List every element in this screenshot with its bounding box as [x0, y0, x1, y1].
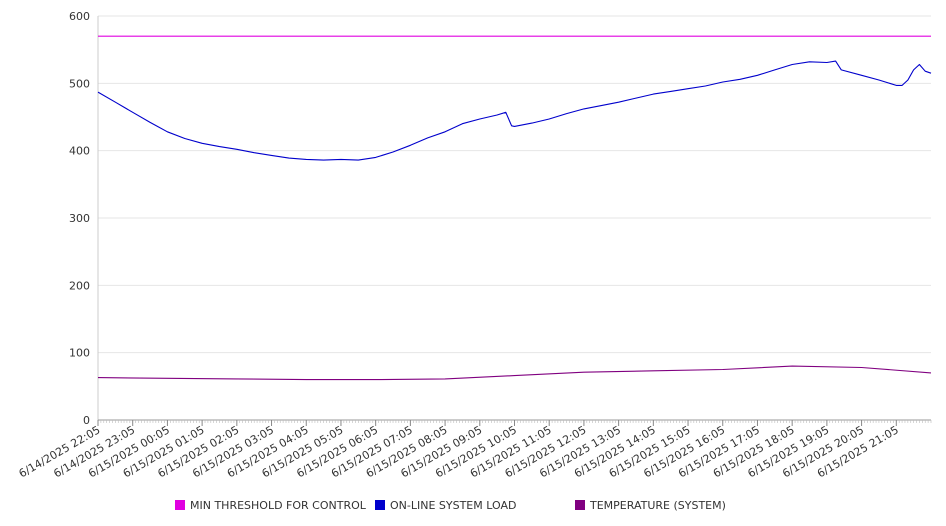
- legend-swatch: [375, 500, 385, 510]
- y-tick-label: 300: [69, 212, 90, 225]
- legend-swatch: [575, 500, 585, 510]
- legend-label: TEMPERATURE (SYSTEM): [589, 499, 726, 512]
- legend-label: ON-LINE SYSTEM LOAD: [390, 499, 516, 512]
- legend-swatch: [175, 500, 185, 510]
- x-axis-tick-labels: 6/14/2025 22:056/14/2025 23:056/15/2025 …: [17, 420, 901, 480]
- y-tick-label: 0: [83, 414, 90, 427]
- grid-lines: [98, 15, 931, 354]
- legend: MIN THRESHOLD FOR CONTROL ON-LINE SYSTEM …: [175, 499, 726, 512]
- y-tick-label: 400: [69, 145, 90, 158]
- series-lines: [97, 35, 932, 381]
- y-tick-label: 200: [69, 279, 90, 292]
- y-axis-tick-labels: 0 100 200 300 400 500 600: [69, 10, 90, 427]
- y-tick-label: 100: [69, 347, 90, 360]
- y-tick-label: 600: [69, 10, 90, 23]
- axes: [97, 16, 932, 423]
- series-line-2: [97, 365, 932, 381]
- legend-label: MIN THRESHOLD FOR CONTROL: [190, 499, 367, 512]
- series-line-1: [97, 60, 932, 161]
- y-tick-label: 500: [69, 77, 90, 90]
